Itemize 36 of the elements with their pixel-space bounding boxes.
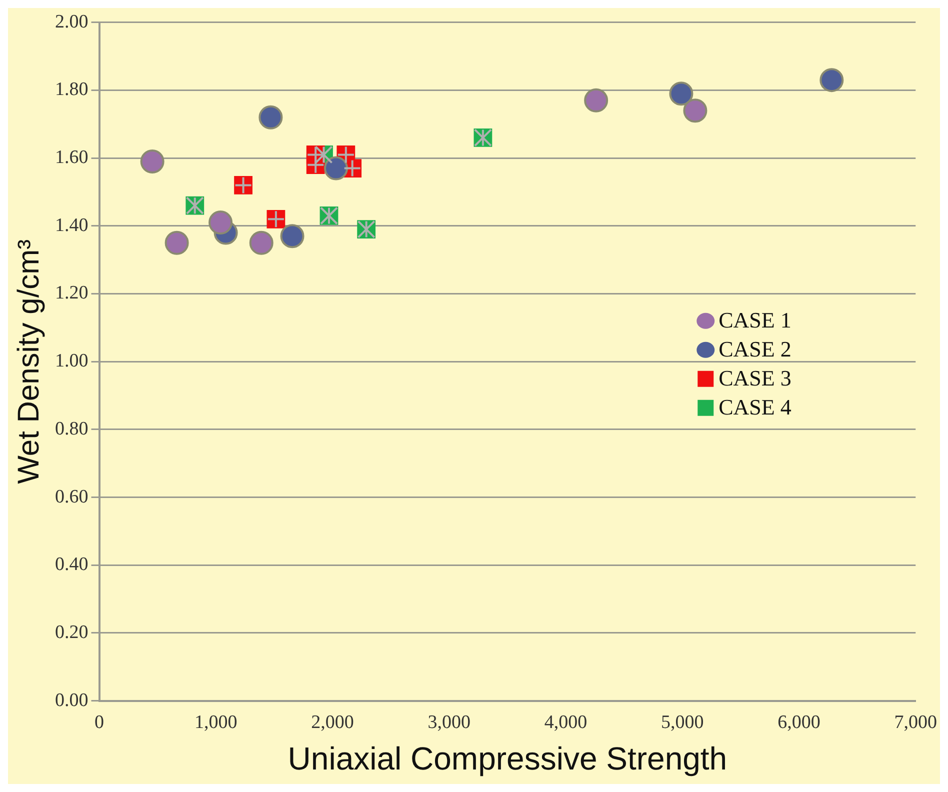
- point: [249, 230, 274, 255]
- x-tick-label: 3,000: [428, 712, 470, 734]
- y-tick-label: 0.40: [55, 554, 88, 576]
- x-tick-label: 7,000: [894, 712, 937, 734]
- y-axis-title: Wet Density g/cm³: [12, 239, 46, 484]
- point: [584, 88, 608, 112]
- legend-label: CASE 3: [718, 366, 792, 391]
- x-tick-label: 4,000: [544, 712, 588, 734]
- y-tick-label: 0.20: [55, 622, 88, 643]
- y-tick-label: 0.00: [55, 690, 88, 711]
- x-tick-label: 5,000: [661, 712, 704, 734]
- x-tick-label: 2,000: [311, 712, 354, 734]
- x-axis-title: Uniaxial Compressive Strength: [288, 740, 728, 777]
- point: [280, 224, 304, 248]
- point: [258, 105, 283, 130]
- y-tick-label: 1.80: [55, 79, 88, 100]
- y-tick-label: 2.00: [55, 11, 88, 32]
- x-tick-label: 0: [94, 712, 104, 734]
- point: [140, 149, 164, 174]
- x-tick-label: 1,000: [194, 712, 238, 734]
- point: [820, 68, 844, 92]
- y-tick-label: 0.60: [55, 486, 88, 508]
- point: [164, 230, 189, 255]
- y-tick-label: 1.60: [55, 147, 88, 168]
- point: [208, 210, 233, 235]
- point: [683, 98, 708, 123]
- legend-label: CASE 4: [718, 394, 792, 420]
- y-tick-label: 1.20: [55, 282, 88, 304]
- y-tick-label: 1.40: [55, 214, 88, 236]
- legend-label: CASE 1: [718, 308, 792, 333]
- point: [669, 82, 694, 106]
- y-tick-label: 1.00: [55, 350, 88, 372]
- x-tick-label: 6,000: [778, 712, 820, 734]
- legend-label: CASE 2: [718, 336, 792, 362]
- point: [324, 156, 348, 180]
- y-tick-label: 0.80: [55, 418, 88, 440]
